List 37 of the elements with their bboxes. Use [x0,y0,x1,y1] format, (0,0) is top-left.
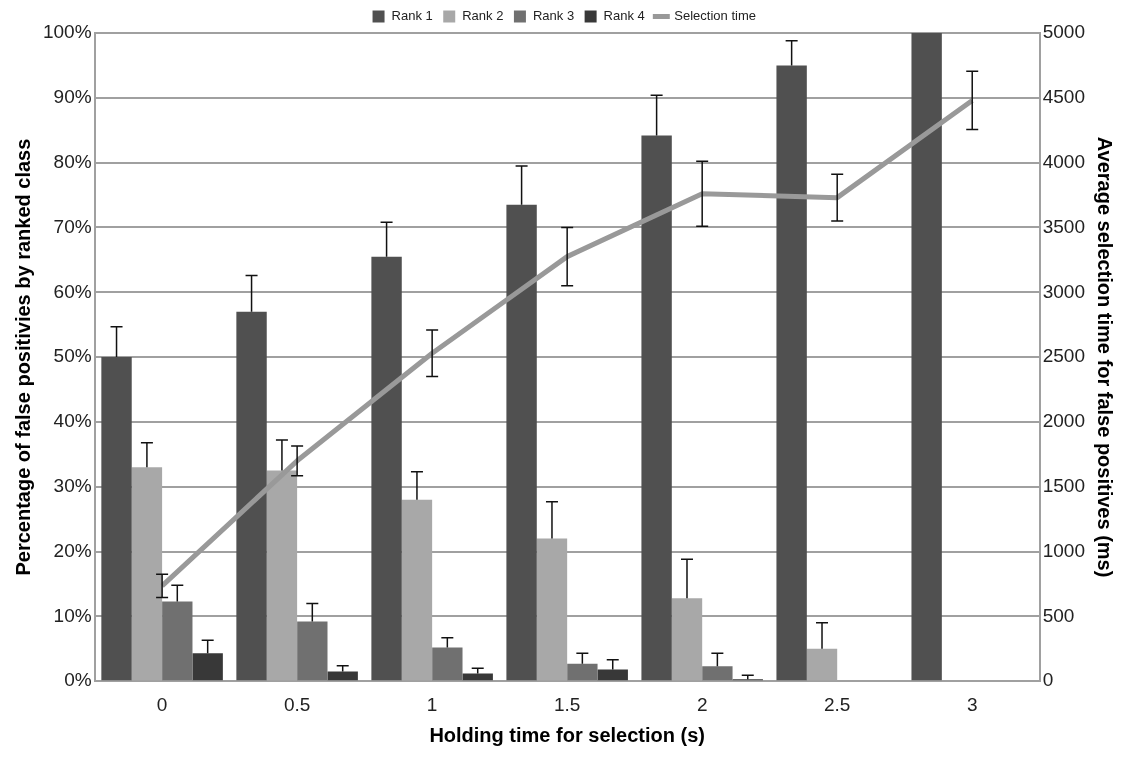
x-tick-label: 1 [426,693,438,715]
x-tick-label: 0 [156,693,168,715]
y-tick-label: 70% [53,215,92,237]
x-tick-label: 3 [966,693,978,715]
y2-axis-title: Average selection time for false positives (ms) [1094,136,1117,578]
y2-tick-label: 3000 [1042,280,1086,302]
y-tick-label: 60% [53,280,92,302]
y-axis-title: Percentage of false positivies by ranked class [11,138,34,576]
y2-tick-label: 0 [1042,669,1054,691]
x-tick-label: 2 [696,693,708,715]
x-tick-label: 0.5 [283,693,311,715]
x-axis-title: Holding time for selection (s) [429,723,705,746]
y-tick-label: 10% [53,604,92,626]
y2-tick-label: 2500 [1042,345,1086,367]
y-tick-label: 20% [53,539,92,561]
x-tick-label: 2.5 [823,693,851,715]
y-tick-label: 90% [53,86,92,108]
y2-tick-label: 3500 [1042,215,1086,237]
legend-label: Rank 4 [603,8,645,24]
x-tick-label: 1.5 [553,693,581,715]
y2-tick-label: 4000 [1042,150,1086,172]
legend-label: Rank 3 [532,8,575,24]
y-tick-label: 40% [53,410,92,432]
y-tick-label: 0% [64,669,92,691]
y-tick-label: 50% [53,345,92,367]
legend-label: Selection time [674,8,756,24]
y-tick-label: 30% [53,474,92,496]
y-tick-label: 80% [53,150,92,172]
y2-tick-label: 2000 [1042,410,1086,432]
legend-label: Rank 1 [391,8,433,24]
y2-tick-label: 1000 [1042,539,1086,561]
y2-tick-label: 1500 [1042,474,1086,496]
y2-tick-label: 5000 [1042,21,1086,43]
y2-tick-label: 4500 [1042,86,1086,108]
y2-tick-label: 500 [1042,604,1075,626]
legend-label: Rank 2 [462,8,504,24]
y-tick-label: 100% [42,21,92,43]
